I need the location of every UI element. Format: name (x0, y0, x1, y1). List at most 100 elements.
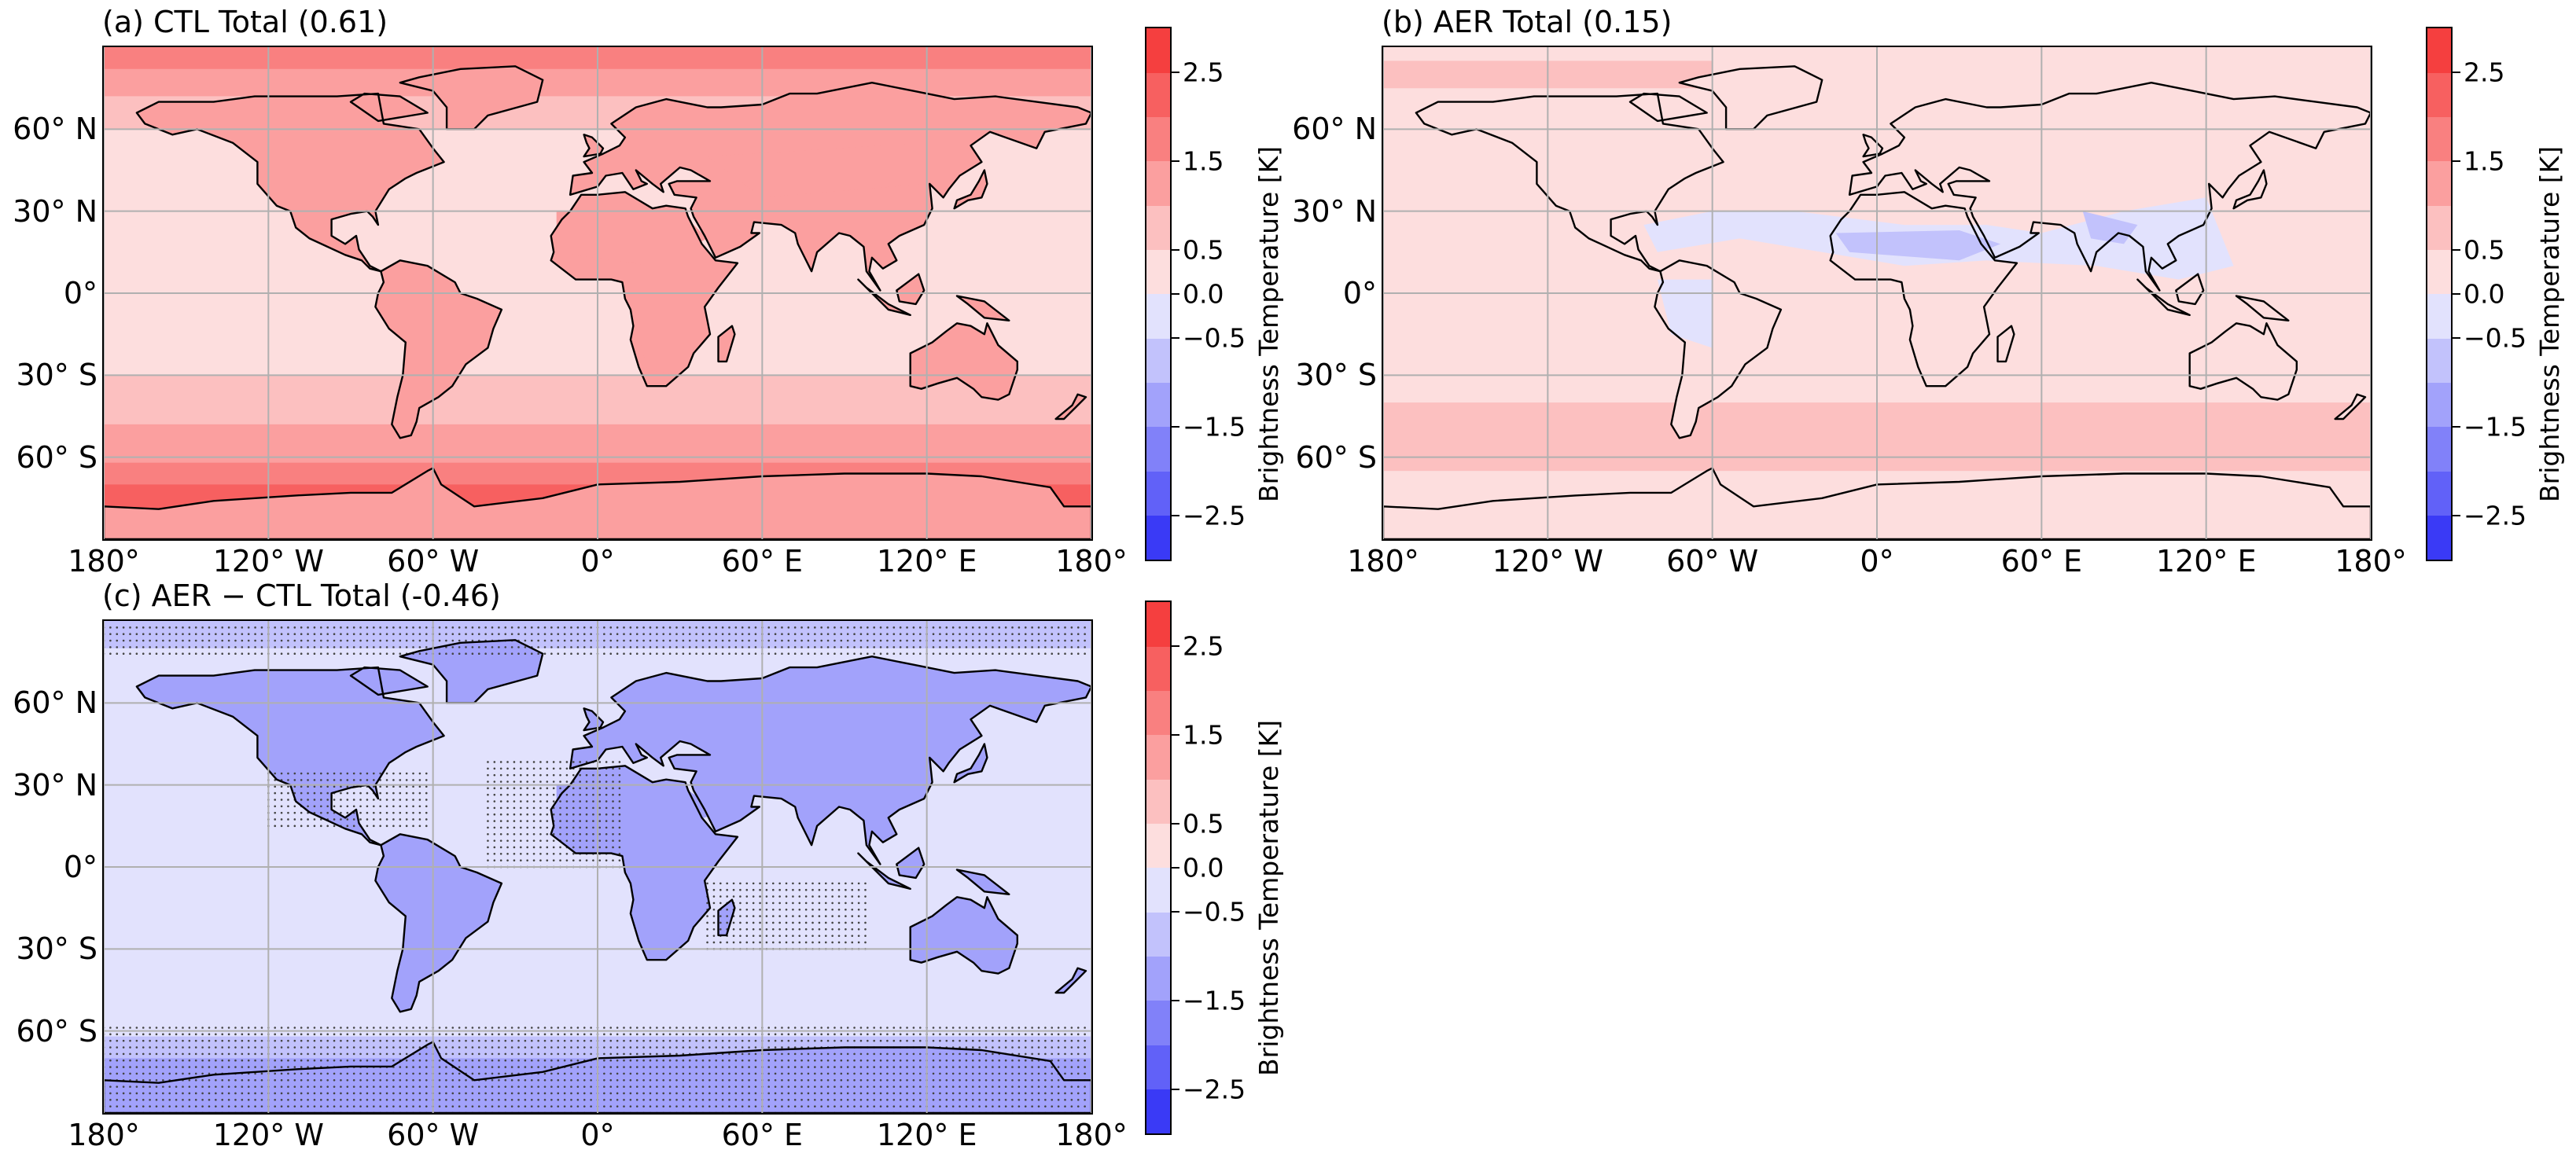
stipple-dot (984, 1099, 988, 1101)
stipple-dot (274, 1059, 277, 1062)
stipple-dot (307, 1072, 309, 1075)
stipple-dot (563, 1105, 566, 1107)
stipple-dot (517, 1052, 520, 1056)
stipple-dot (517, 1046, 520, 1049)
stipple-dot (778, 895, 781, 898)
stipple-dot (109, 1059, 112, 1062)
stipple-dot (552, 767, 555, 770)
stipple-dot (629, 1033, 632, 1036)
stipple-dot (592, 806, 594, 810)
stipple-dot (241, 1085, 244, 1088)
stipple-dot (616, 1027, 619, 1029)
stipple-dot (346, 1092, 349, 1095)
stipple-dot (513, 767, 516, 770)
stipple-dot (320, 818, 322, 821)
stipple-dot (1084, 646, 1086, 648)
colorbar-segment (1146, 735, 1170, 780)
stipple-dot (1018, 1039, 1021, 1042)
stipple-dot (135, 1092, 138, 1095)
stipple-dot (526, 773, 528, 777)
stipple-dot (425, 1046, 428, 1049)
stipple-dot (293, 1039, 296, 1042)
stipple-dot (320, 772, 322, 775)
land-fill-borneo (896, 274, 925, 304)
stipple-dot (539, 826, 542, 829)
stipple-dot (293, 1099, 296, 1101)
stipple-dot (471, 1072, 474, 1075)
stipple-dot (1031, 1085, 1033, 1088)
stipple-dot (576, 1085, 580, 1088)
stipple-dot (675, 1085, 678, 1088)
colorbar-tick-label: −1.5 (1183, 985, 1246, 1016)
stipple-dot (379, 1052, 381, 1056)
stipple-dot (688, 652, 691, 656)
stipple-dot (260, 1072, 263, 1075)
coastline-nz (1054, 393, 1087, 421)
stipple-dot (781, 1039, 783, 1042)
colorbar-tick-mark (1172, 160, 1179, 162)
stipple-dot (734, 1046, 738, 1049)
stipple-dot (1031, 1105, 1033, 1107)
colorbar-segment (1146, 602, 1170, 647)
stipple-dot (241, 1078, 244, 1082)
stipple-dot (247, 1033, 250, 1036)
stipple-dot (493, 832, 496, 836)
stipple-dot (820, 1078, 822, 1082)
stipple-dot (333, 639, 336, 642)
stipple-dot (767, 1072, 771, 1075)
stipple-dot (859, 1085, 863, 1088)
stipple-dot (385, 825, 388, 828)
stipple-dot (559, 787, 561, 790)
stipple-dot (774, 646, 777, 648)
stipple-dot (530, 1027, 533, 1029)
stipple-dot (300, 1066, 303, 1068)
stipple-dot (623, 1039, 625, 1042)
stipple-dot (149, 1085, 151, 1088)
stipple-dot (1051, 639, 1054, 642)
stipple-dot (787, 1027, 790, 1029)
stipple-dot (227, 646, 230, 648)
stipple-dot (912, 639, 915, 642)
stipple-dot (392, 1052, 395, 1056)
stipple-dot (510, 1099, 513, 1101)
stipple-dot (616, 1105, 619, 1107)
stipple-dot (162, 1052, 164, 1056)
stipple-dot (405, 626, 408, 629)
stipple-dot (254, 1066, 256, 1068)
stipple-dot (745, 908, 749, 911)
stipple-dot (612, 820, 614, 822)
stipple-dot (557, 1092, 560, 1095)
colorbar-label: Brightness Temperature [K] (1253, 719, 1284, 1076)
stipple-dot (629, 1039, 632, 1042)
stipple-dot (491, 626, 494, 629)
stipple-dot (208, 1066, 211, 1068)
stipple-dot (379, 633, 381, 635)
stipple-dot (603, 652, 605, 656)
stipple-dot (313, 772, 316, 775)
stipple-dot (175, 646, 178, 648)
stipple-dot (418, 1039, 421, 1042)
stipple-dot (992, 1052, 994, 1056)
stipple-dot (774, 1072, 777, 1075)
stipple-dot (552, 781, 555, 783)
stipple-dot (399, 652, 402, 656)
stipple-dot (590, 1052, 592, 1056)
stipple-dot (781, 1099, 783, 1101)
stipple-dot (732, 895, 735, 898)
stipple-dot (221, 633, 224, 635)
stipple-dot (767, 1046, 771, 1049)
stipple-dot (1051, 1066, 1054, 1068)
stipple-dot (728, 652, 730, 656)
stipple-dot (781, 639, 783, 642)
stipple-dot (333, 1078, 336, 1082)
stipple-dot (708, 1033, 711, 1036)
stipple-dot (1057, 633, 1060, 635)
stipple-dot (149, 1059, 151, 1062)
stipple-dot (149, 652, 151, 656)
stipple-dot (886, 1027, 889, 1029)
stipple-dot (793, 1105, 797, 1107)
stipple-dot (1051, 1072, 1054, 1075)
stipple-dot (867, 1078, 869, 1082)
stipple-dot (552, 773, 555, 777)
stipple-dot (706, 882, 708, 885)
